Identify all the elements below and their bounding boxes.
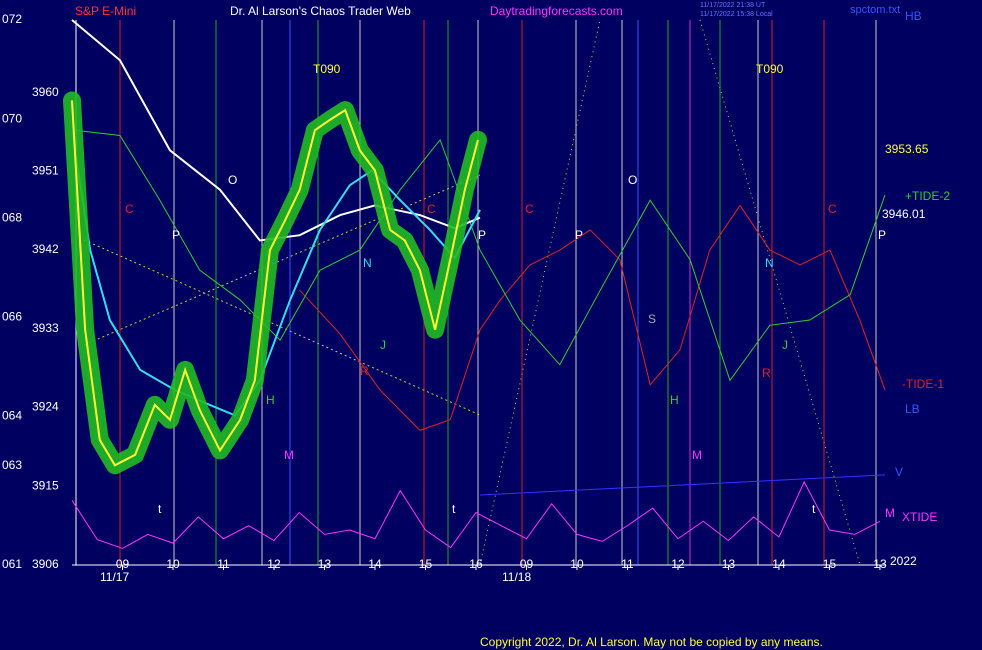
file-name: spctom.txt <box>850 4 900 16</box>
annotation: T090 <box>756 62 784 76</box>
date-label: 11/18 <box>502 570 531 584</box>
x-tick-label: 16 <box>469 557 483 571</box>
annotation: t <box>812 502 816 516</box>
annotation: C <box>525 202 534 216</box>
annotation: LB <box>905 402 920 416</box>
annotation: M <box>284 448 294 462</box>
x-tick-label: 09 <box>116 557 130 571</box>
annotation: t <box>158 502 162 516</box>
annotation: J <box>782 338 788 352</box>
y-tick-label: 3906 <box>32 557 59 571</box>
y2-tick-label: 061 <box>2 557 22 571</box>
series-line <box>74 129 886 382</box>
y-tick-label: 3933 <box>32 321 59 335</box>
trend-line <box>83 239 481 416</box>
annotation: T090 <box>313 62 341 76</box>
annotation: R <box>762 366 771 380</box>
y2-tick-label: 070 <box>2 111 22 125</box>
annotation: -TIDE-1 <box>902 377 944 391</box>
trend-line <box>83 174 481 346</box>
series-line <box>299 204 886 431</box>
y-tick-label: 3924 <box>32 400 59 414</box>
annotation: R <box>360 364 369 378</box>
x-tick-label: 15 <box>419 557 433 571</box>
timestamp: 11/17/2022 21:38 UT <box>700 2 766 9</box>
annotation: +TIDE-2 <box>905 189 950 203</box>
chart-title: Dr. Al Larson's Chaos Trader Web <box>230 4 411 18</box>
x-tick-label: 12 <box>267 557 281 571</box>
annotation: t <box>452 502 456 516</box>
x-tick-label: 09 <box>520 557 534 571</box>
x-tick-label: 14 <box>772 557 786 571</box>
symbol: S&P E-Mini <box>75 4 136 18</box>
timestamp: 11/17/2022 15:38 Local <box>700 11 773 18</box>
series-line <box>74 150 481 417</box>
annotation: C <box>125 202 134 216</box>
annotation: M <box>885 506 895 520</box>
x-tick-label: 10 <box>166 557 180 571</box>
annotation: H <box>266 393 275 407</box>
annotation: O <box>228 173 237 187</box>
y-tick-label: 3942 <box>32 242 59 256</box>
y2-tick-label: 066 <box>2 309 22 323</box>
copyright: Copyright 2022, Dr. Al Larson. May not b… <box>480 635 823 649</box>
annotation: P <box>575 228 583 242</box>
annotation: N <box>363 256 372 270</box>
series-line <box>71 100 479 467</box>
annotation: J <box>380 338 386 352</box>
annotation: P <box>878 228 886 242</box>
year-label: 2022 <box>890 554 917 568</box>
date-label: 11/17 <box>100 570 129 584</box>
annotation: 3946.01 <box>882 207 926 221</box>
annotation: H <box>670 393 679 407</box>
x-tick-label: 13 <box>318 557 332 571</box>
y-tick-label: 3915 <box>32 478 59 492</box>
series-line <box>479 474 886 496</box>
y2-tick-label: 064 <box>2 409 22 423</box>
annotation: S <box>648 312 656 326</box>
x-tick-label: 13 <box>722 557 736 571</box>
site-name: Daytradingforecasts.com <box>490 4 623 18</box>
annotation: O <box>628 173 637 187</box>
y2-tick-label: 063 <box>2 458 22 472</box>
annotation: M <box>692 448 702 462</box>
x-tick-label: 15 <box>823 557 837 571</box>
annotation: C <box>427 202 436 216</box>
annotation: P <box>172 228 180 242</box>
y2-tick-label: 068 <box>2 210 22 224</box>
x-tick-label: 14 <box>368 557 382 571</box>
corner-label: HB <box>905 9 922 23</box>
y2-tick-label: 072 <box>2 12 22 26</box>
event-lines <box>72 19 885 566</box>
annotation: 3953.65 <box>885 142 929 156</box>
annotation: P <box>478 228 486 242</box>
x-tick-label: 13 <box>873 557 887 571</box>
x-tick-label: 11 <box>621 557 634 571</box>
annotation: V <box>895 465 903 479</box>
annotation: C <box>828 202 837 216</box>
x-tick-label: 10 <box>570 557 584 571</box>
y-tick-label: 3951 <box>32 164 59 178</box>
annotation: XTIDE <box>902 510 937 524</box>
annotation: N <box>765 256 774 270</box>
x-tick-label: 12 <box>671 557 685 571</box>
series-line <box>71 19 481 242</box>
x-tick-label: 11 <box>217 557 230 571</box>
trend-line <box>479 19 601 566</box>
y-tick-label: 3960 <box>32 85 59 99</box>
series-line <box>71 480 881 549</box>
